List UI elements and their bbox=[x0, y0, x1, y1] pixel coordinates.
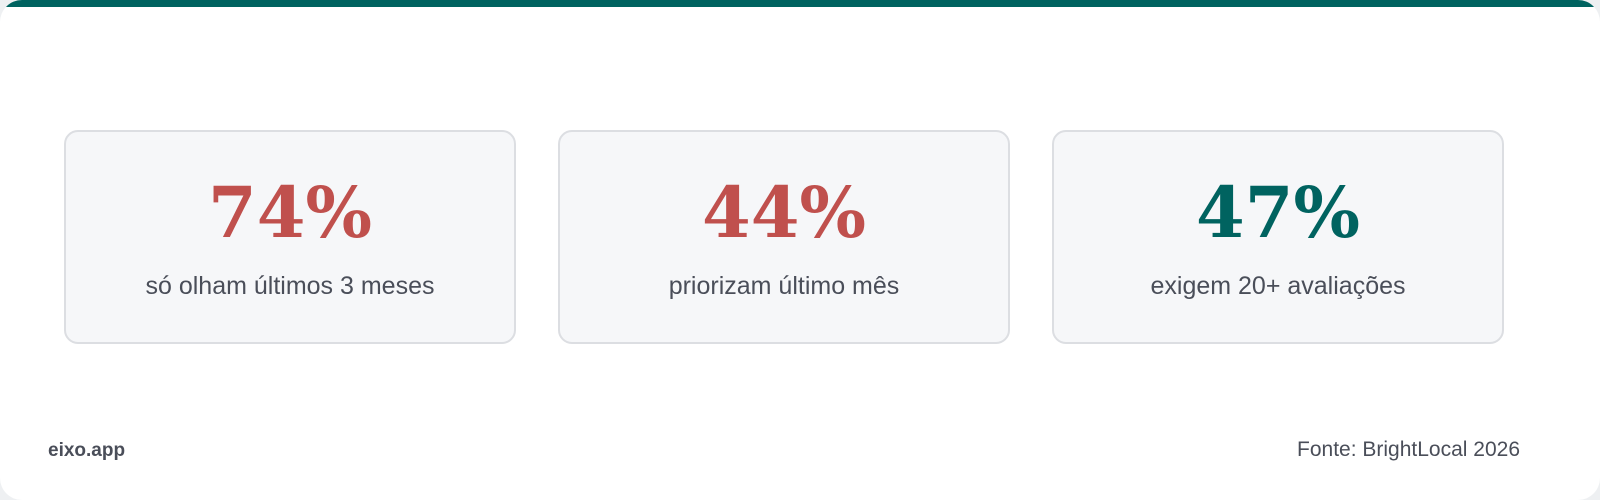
stat-card-3: 47% exigem 20+ avaliações bbox=[1052, 130, 1504, 344]
stat-value: 47% bbox=[1196, 171, 1360, 254]
brand-label: eixo.app bbox=[48, 440, 126, 461]
stat-value: 74% bbox=[208, 171, 372, 254]
stat-card-1: 74% só olham últimos 3 meses bbox=[64, 130, 516, 344]
accent-bar bbox=[0, 0, 1600, 7]
stat-label: priorizam último mês bbox=[668, 272, 900, 300]
source-label: Fonte: BrightLocal 2026 bbox=[1297, 438, 1520, 461]
stat-card-2: 44% priorizam último mês bbox=[558, 130, 1010, 344]
stat-label: exigem 20+ avaliações bbox=[1150, 272, 1406, 300]
stat-label: só olham últimos 3 meses bbox=[145, 272, 435, 300]
stat-value: 44% bbox=[702, 171, 866, 254]
